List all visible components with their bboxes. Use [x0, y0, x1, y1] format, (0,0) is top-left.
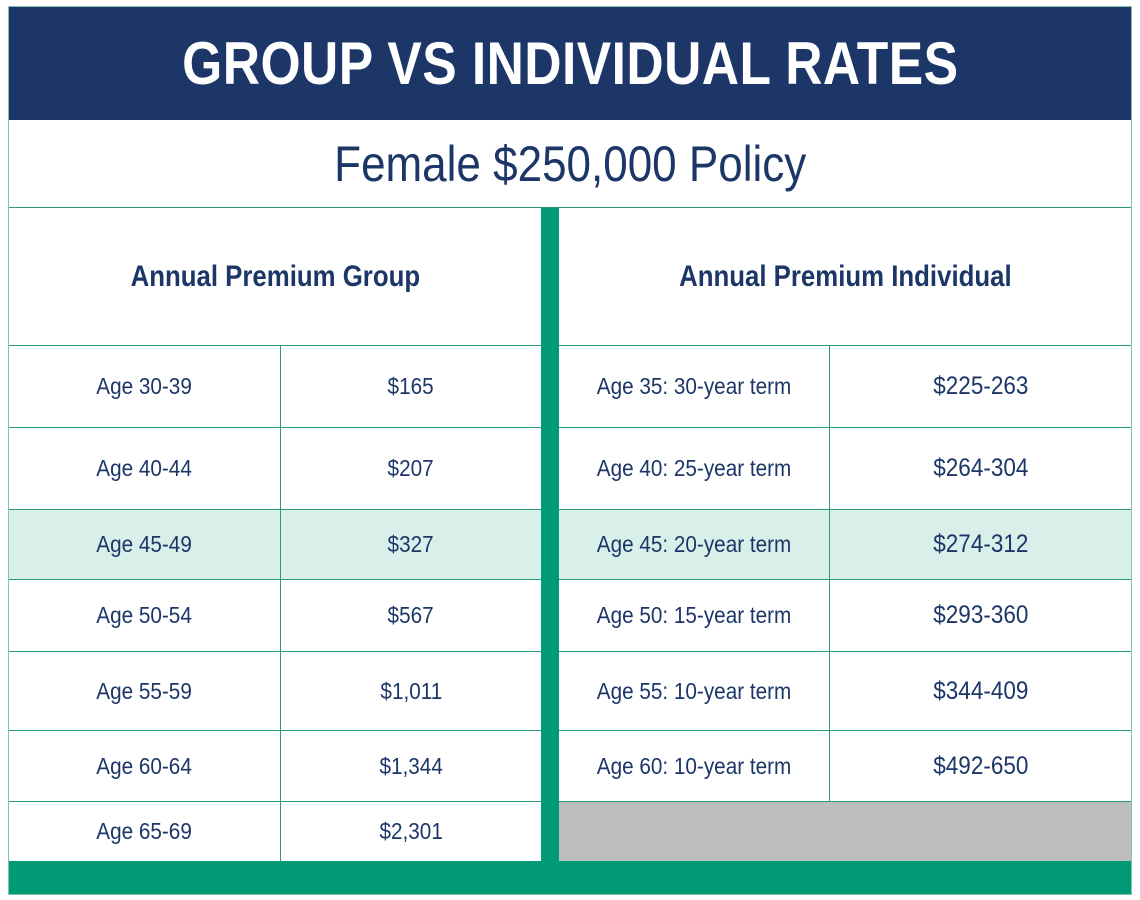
premium-cell: $293-360	[932, 601, 1029, 629]
table-row-highlighted: Age 45: 20-year term $274-312	[559, 510, 1131, 580]
premium-cell: $264-304	[932, 454, 1029, 482]
table-row: Age 50: 15-year term $293-360	[559, 580, 1131, 652]
title-banner: GROUP VS INDIVIDUAL RATES	[9, 7, 1131, 120]
table-row: Age 60-64 $1,344	[9, 731, 541, 802]
table-row: Age 50-54 $567	[9, 580, 541, 652]
individual-header-label: Annual Premium Individual	[678, 259, 1012, 293]
premium-cell: $165	[387, 373, 435, 399]
page-title: GROUP VS INDIVIDUAL RATES	[181, 30, 959, 97]
premium-cell: $327	[387, 531, 435, 557]
age-cell: Age 65-69	[9, 802, 281, 861]
age-cell: Age 45-49	[9, 510, 281, 579]
premium-cell: $274-312	[932, 530, 1029, 558]
age-cell: Age 40-44	[9, 428, 281, 509]
group-header-label: Annual Premium Group	[130, 259, 420, 293]
term-cell: Age 60: 10-year term	[559, 731, 830, 801]
premium-cell: $567	[387, 602, 435, 628]
term-cell: Age 45: 20-year term	[559, 510, 830, 579]
individual-column-header: Annual Premium Individual	[559, 208, 1131, 346]
premium-cell: $225-263	[932, 372, 1029, 400]
policy-subtitle: Female $250,000 Policy	[333, 135, 807, 192]
premium-cell: $344-409	[932, 676, 1029, 705]
age-cell: Age 55-59	[9, 652, 281, 730]
premium-cell: $2,301	[379, 818, 443, 844]
column-divider	[541, 208, 559, 868]
premium-cell: $492-650	[932, 751, 1029, 780]
rates-table-frame: GROUP VS INDIVIDUAL RATES Female $250,00…	[8, 6, 1132, 895]
table-row: Age 30-39 $165	[9, 346, 541, 428]
term-cell: Age 35: 30-year term	[559, 346, 830, 427]
term-cell: Age 50: 15-year term	[559, 580, 830, 651]
table-row: Age 60: 10-year term $492-650	[559, 731, 1131, 802]
group-column-header: Annual Premium Group	[9, 208, 541, 346]
bottom-bar	[9, 861, 1131, 894]
table-row: Age 55-59 $1,011	[9, 652, 541, 731]
subtitle-banner: Female $250,000 Policy	[9, 120, 1131, 208]
age-cell: Age 50-54	[9, 580, 281, 651]
term-cell: Age 40: 25-year term	[559, 428, 830, 509]
age-cell: Age 60-64	[9, 731, 281, 801]
table-row-highlighted: Age 45-49 $327	[9, 510, 541, 580]
table-row: Age 35: 30-year term $225-263	[559, 346, 1131, 428]
term-cell: Age 55: 10-year term	[559, 652, 830, 730]
table-row: Age 55: 10-year term $344-409	[559, 652, 1131, 731]
table-row: Age 40: 25-year term $264-304	[559, 428, 1131, 510]
premium-cell: $207	[387, 455, 435, 481]
premium-cell: $1,344	[379, 752, 443, 779]
premium-cell: $1,011	[380, 677, 442, 704]
table-row: Age 65-69 $2,301	[9, 802, 541, 861]
empty-cell	[559, 802, 1131, 861]
table-row: Age 40-44 $207	[9, 428, 541, 510]
age-cell: Age 30-39	[9, 346, 281, 427]
